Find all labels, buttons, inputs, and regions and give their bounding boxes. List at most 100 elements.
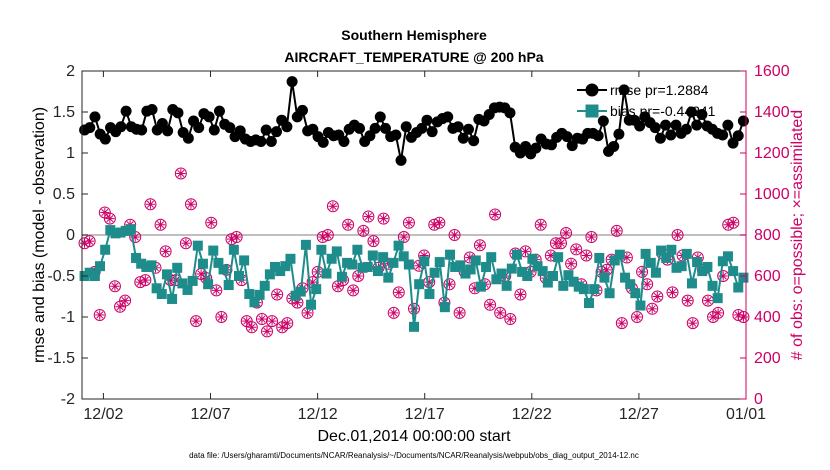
rmse-point	[613, 128, 625, 140]
y-tick-label: 0	[66, 227, 75, 244]
rmse-point	[416, 122, 428, 134]
obs-possible-point	[443, 278, 456, 291]
obs-possible-point	[245, 321, 258, 334]
bias-point	[722, 251, 733, 262]
rmse-point	[296, 104, 308, 116]
bias-point	[295, 286, 306, 297]
x-tick-label: 12/02	[83, 406, 123, 423]
y-right-tick-label: 1600	[754, 63, 790, 80]
y-tick-label: 0.5	[53, 186, 75, 203]
bias-point	[527, 253, 538, 264]
bias-point	[167, 293, 178, 304]
obs-assimilated-point	[105, 214, 115, 224]
bias-point	[120, 225, 131, 236]
rmse-point	[89, 111, 101, 123]
rmse-point	[84, 122, 96, 134]
obs-assimilated-point	[145, 199, 156, 209]
y-right-tick-label: 1000	[754, 186, 790, 203]
bias-point	[378, 252, 389, 263]
rmse-point	[561, 131, 573, 143]
bias-point	[630, 288, 641, 299]
bias-point	[424, 289, 435, 300]
bias-point	[434, 257, 445, 268]
obs-possible-point	[261, 325, 274, 338]
obs-possible-point	[504, 313, 517, 326]
obs-assimilated-point	[728, 218, 738, 228]
rmse-point	[208, 124, 220, 136]
obs-assimilated-point	[394, 287, 404, 297]
legend: rmse pr=1.2884 bias pr=-0.44241	[577, 82, 716, 119]
bias-point	[84, 267, 95, 278]
bias-point	[650, 267, 661, 278]
x-tick-label: 12/17	[405, 406, 445, 423]
bias-point	[208, 245, 219, 256]
rmse-point	[162, 125, 174, 137]
obs-assimilated-point	[434, 218, 444, 228]
x-tick-label: 12/12	[298, 406, 338, 423]
rmse-point	[696, 108, 708, 120]
rmse-point	[457, 132, 469, 144]
obs-possible-point	[671, 229, 684, 241]
obs-possible-point	[402, 216, 415, 229]
bias-point	[95, 261, 106, 272]
rmse-point	[354, 122, 366, 134]
rmse-point	[317, 136, 329, 148]
obs-possible-point	[484, 298, 497, 311]
obs-possible-point	[666, 286, 679, 299]
obs-assimilated-point	[399, 232, 409, 242]
obs-assimilated-point	[713, 308, 723, 318]
obs-possible-point	[154, 218, 167, 231]
bias-point	[213, 257, 224, 268]
bias-point	[537, 266, 548, 277]
obs-possible-point	[367, 235, 380, 248]
bias-point	[100, 244, 111, 255]
obs-assimilated-point	[211, 285, 221, 295]
bias-point	[141, 261, 152, 272]
rmse-point	[530, 142, 542, 154]
obs-assimilated-point	[363, 211, 373, 222]
rmse-point	[649, 122, 661, 134]
bias-point	[578, 284, 589, 295]
obs-assimilated-point	[556, 238, 566, 248]
bias-point	[491, 274, 502, 285]
rmse-point	[597, 115, 609, 127]
rmse-point	[654, 132, 666, 144]
obs-assimilated-point	[389, 308, 399, 318]
obs-assimilated-point	[358, 226, 368, 236]
obs-assimilated-point	[242, 316, 252, 326]
bias-point	[115, 227, 126, 238]
obs-possible-point	[266, 315, 279, 328]
obs-possible-point	[686, 317, 699, 330]
bias-point	[316, 244, 327, 255]
rmse-point	[182, 132, 194, 144]
bias-point	[692, 257, 703, 268]
bias-point	[156, 289, 167, 300]
bias-point	[496, 268, 507, 279]
bias-point	[589, 284, 600, 295]
rmse-point	[691, 119, 703, 131]
bias-point	[161, 269, 172, 280]
bias-point	[542, 277, 553, 288]
obs-assimilated-point	[257, 314, 267, 324]
rmse-point	[722, 119, 734, 131]
bias-point	[244, 289, 255, 300]
y-right-tick-label: 0	[754, 391, 763, 408]
bias-point	[151, 283, 162, 294]
bias-point	[192, 240, 203, 251]
obs-assimilated-point	[708, 312, 718, 322]
bias-point	[594, 252, 605, 263]
obs-assimilated-point	[642, 279, 652, 289]
obs-assimilated-point	[348, 285, 358, 295]
rmse-point	[442, 111, 454, 123]
rmse-point	[115, 121, 127, 133]
obs-assimilated-point	[277, 322, 287, 332]
obs-possible-point	[357, 224, 370, 237]
y-right-tick-label: 1200	[754, 145, 790, 162]
bias-point	[383, 272, 394, 283]
rmse-point	[374, 111, 386, 123]
obs-assimilated-point	[586, 232, 597, 242]
bias-point	[486, 252, 497, 263]
bias-point	[311, 284, 322, 295]
obs-possible-point	[453, 306, 466, 319]
